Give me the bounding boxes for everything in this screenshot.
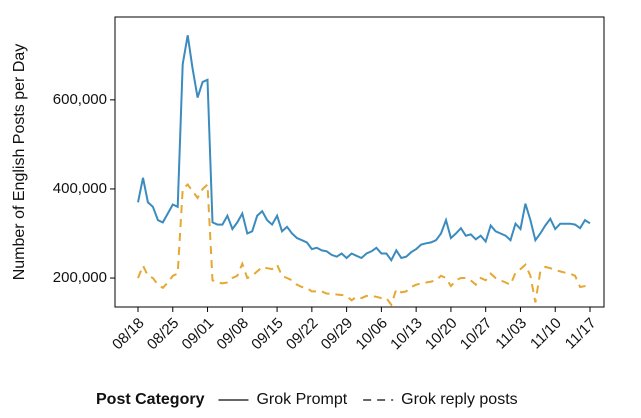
series-line (137, 182, 591, 307)
x-tick-label: 09/08 (213, 315, 252, 354)
legend-title: Post Category (96, 391, 205, 408)
series-line (137, 35, 591, 263)
plot-frame (114, 16, 605, 308)
x-tick-label: 09/22 (283, 315, 322, 354)
y-tick-label: 200,000 (53, 269, 107, 286)
x-tick-label: 10/27 (457, 315, 496, 354)
x-tick-label: 09/01 (179, 315, 218, 354)
y-axis-label: Number of English Posts per Day (11, 44, 28, 281)
x-tick-label: 10/20 (422, 315, 461, 354)
x-tick-label: 08/25 (144, 315, 183, 354)
x-tick-label: 09/15 (248, 315, 287, 354)
y-tick-label: 400,000 (53, 180, 107, 197)
legend-label: Grok reply posts (401, 391, 517, 408)
legend-label: Grok Prompt (256, 391, 347, 408)
x-tick-label: 10/13 (387, 315, 426, 354)
y-tick-label: 600,000 (53, 91, 107, 108)
x-tick-label: 11/03 (492, 315, 530, 353)
x-tick-label: 09/29 (318, 315, 357, 354)
x-tick-label: 11/17 (562, 315, 600, 353)
x-tick-label: 08/18 (109, 315, 148, 354)
x-tick-label: 11/10 (527, 315, 565, 353)
x-tick-label: 10/06 (352, 315, 391, 354)
